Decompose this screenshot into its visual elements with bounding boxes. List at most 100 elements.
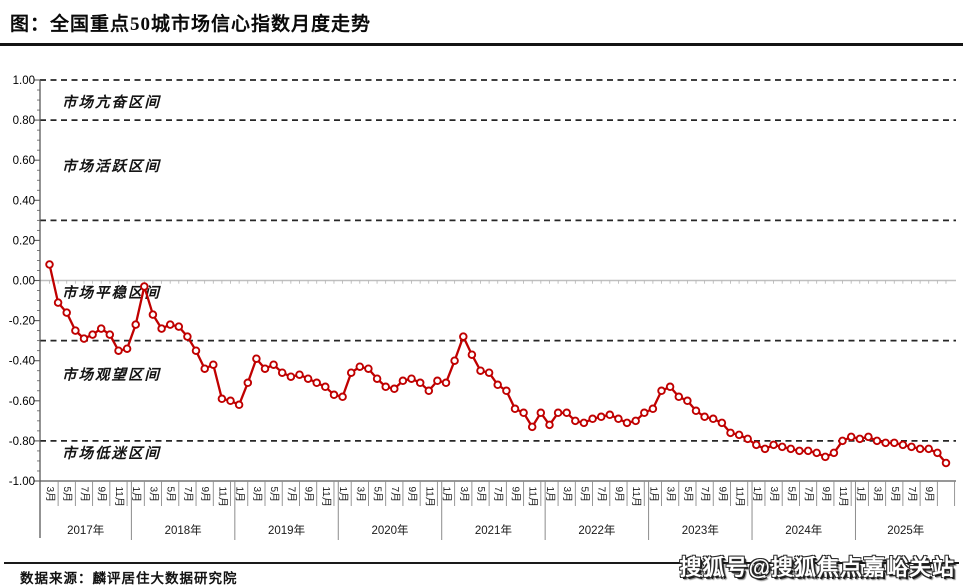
data-point-marker (812, 448, 821, 458)
y-tick-label: -1.00 (9, 476, 35, 488)
data-point-marker (502, 386, 511, 396)
data-point-marker (277, 368, 287, 377)
data-point-marker (191, 346, 201, 355)
data-point-marker (795, 446, 804, 456)
x-tick-label: 1月 (234, 487, 246, 503)
x-tick-label: 11月 (734, 487, 746, 507)
x-year-label: 2017年 (67, 523, 104, 537)
zone-label: 市场平稳区间 (62, 285, 161, 302)
data-point-marker (640, 408, 649, 418)
data-point-marker (829, 448, 839, 458)
data-point-marker (907, 442, 916, 452)
x-tick-label: 7月 (699, 487, 711, 503)
data-point-marker (355, 362, 365, 371)
x-tick-label: 5月 (61, 487, 73, 503)
data-point-marker (536, 408, 546, 418)
x-tick-label: 9月 (303, 487, 315, 503)
y-tick-label: -0.60 (9, 396, 35, 408)
data-point-marker (286, 372, 296, 381)
x-tick-label: 1月 (544, 487, 556, 503)
data-point-marker (596, 412, 606, 422)
y-tick-label: 0.80 (13, 115, 35, 127)
data-point-marker (657, 386, 666, 396)
x-year-label: 2019年 (268, 523, 305, 537)
x-tick-label: 9月 (96, 487, 108, 503)
x-tick-label: 9月 (406, 487, 418, 503)
data-point-marker (226, 396, 235, 406)
data-point-marker (941, 458, 951, 468)
x-axis-year-labels: 2017年 2018年 2019年 2020年 2021年 2022年 2023年 2024年… (67, 523, 924, 537)
data-point-marker (734, 430, 744, 440)
data-point-marker (450, 356, 459, 365)
data-point-marker (71, 326, 80, 335)
x-tick-label: 9月 (716, 487, 728, 503)
x-axis-month-labels: 3月 5月 7月 9月 11月 1月 3月 5月 7月 9月 11月 1月 3月 5月 7月 9月 11月 1月 3… (44, 487, 935, 507)
data-point-marker (209, 360, 218, 369)
data-point-marker (915, 444, 925, 454)
y-tick-label: 0.40 (13, 195, 35, 207)
x-tick-label: 7月 (285, 487, 297, 503)
data-point-marker (45, 260, 54, 269)
data-point-marker (864, 432, 873, 442)
x-year-label: 2023年 (682, 523, 719, 537)
x-tick-label: 5月 (785, 487, 797, 503)
x-tick-label: 11月 (423, 487, 435, 507)
zone-label: 市场观望区间 (62, 367, 161, 384)
data-point-marker (140, 282, 149, 291)
data-point-marker (700, 412, 709, 422)
data-point-marker (484, 368, 494, 377)
data-point-marker (717, 418, 727, 428)
data-point-marker (846, 432, 856, 442)
data-point-marker (510, 404, 520, 414)
data-point-marker (338, 392, 347, 402)
data-point-marker (441, 378, 451, 388)
x-tick-label: 7月 (492, 487, 504, 503)
data-point-marker (303, 374, 313, 383)
data-point-marker (752, 440, 761, 450)
x-tick-label: 3月 (561, 487, 573, 503)
x-year-label: 2018年 (165, 523, 202, 537)
x-year-label: 2025年 (887, 523, 924, 537)
y-axis-ticks (34, 79, 40, 482)
x-tick-label: 9月 (923, 487, 935, 503)
x-tick-label: 1月 (337, 487, 349, 503)
data-point-marker (390, 384, 399, 394)
data-point-marker (398, 376, 408, 386)
data-point-marker (53, 298, 63, 307)
data-point-marker (217, 394, 227, 404)
data-point-marker (726, 428, 735, 438)
data-point-marker (252, 354, 261, 363)
x-tick-label: 5月 (372, 487, 384, 503)
data-point-marker (648, 404, 658, 414)
data-point-marker (269, 360, 278, 369)
data-point-marker (605, 410, 615, 420)
x-tick-label: 5月 (578, 487, 590, 503)
data-point-marker (329, 390, 339, 400)
y-tick-label: -0.20 (9, 316, 35, 328)
data-point-marker (79, 334, 89, 343)
data-point-marker (803, 446, 813, 456)
x-tick-label: 7月 (389, 487, 401, 503)
zero-gridline (40, 279, 956, 284)
data-point-marker (174, 322, 184, 331)
confidence-line (48, 264, 947, 464)
title-rule (0, 43, 963, 46)
data-point-marker (96, 324, 106, 333)
data-point-marker (786, 444, 796, 454)
x-tick-label: 7月 (906, 487, 918, 503)
y-tick-label: -0.80 (9, 436, 35, 448)
data-point-marker (467, 350, 477, 359)
data-point-marker (148, 310, 158, 319)
data-point-marker (545, 420, 554, 430)
x-tick-label: 9月 (613, 487, 625, 503)
x-tick-label: 3月 (354, 487, 366, 503)
data-point-marker (493, 380, 502, 390)
x-tick-label: 11月 (630, 487, 642, 507)
data-point-marker (407, 374, 416, 383)
watermark: 搜狐号@搜狐焦点嘉峪关站 (679, 555, 955, 580)
source-note: 数据来源：麟评居住大数据研究院 (20, 571, 238, 586)
x-tick-label: 3月 (768, 487, 780, 503)
data-point-marker (433, 376, 442, 386)
